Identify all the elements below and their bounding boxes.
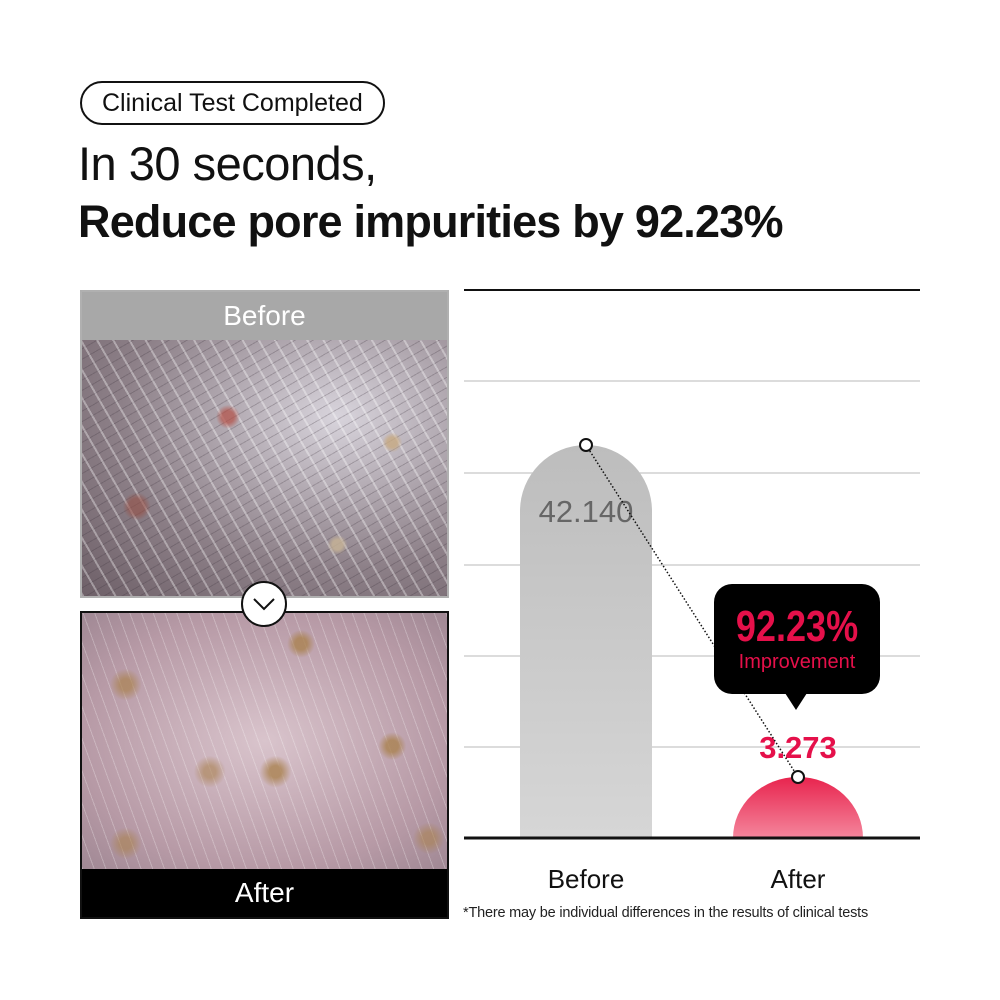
after-skin-image — [82, 613, 447, 869]
callout-value: 92.23% — [736, 602, 858, 651]
before-photo-label: Before — [82, 292, 447, 340]
x-label-after: After — [771, 864, 826, 894]
after-photo-label: After — [82, 869, 447, 917]
headline-line-2: Reduce pore impurities by 92.23% — [78, 196, 783, 247]
trend-line — [585, 444, 799, 778]
footnote: *There may be individual differences in … — [463, 905, 869, 921]
before-skin-image — [82, 340, 447, 596]
clinical-test-badge: Clinical Test Completed — [80, 81, 385, 125]
callout-pointer — [785, 693, 807, 710]
headline-line-1: In 30 seconds, — [78, 137, 377, 190]
value-label-before: 42.140 — [539, 494, 634, 529]
after-photo: After — [80, 611, 449, 919]
trend-point-before — [579, 438, 593, 452]
badge-text: Clinical Test Completed — [102, 88, 363, 117]
bar-after — [733, 777, 863, 838]
bar-before — [520, 445, 652, 838]
improvement-callout: 92.23% Improvement — [714, 584, 880, 710]
trend-point-after — [791, 770, 805, 784]
value-label-after: 3.273 — [759, 730, 837, 765]
chevron-down-icon — [241, 581, 287, 627]
callout-label: Improvement — [739, 651, 856, 673]
callout-box — [714, 584, 880, 694]
x-label-before: Before — [548, 864, 625, 894]
